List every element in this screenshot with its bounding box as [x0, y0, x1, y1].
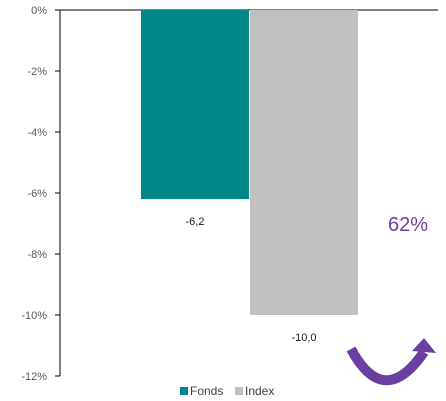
y-tick-label: -12% — [21, 371, 47, 383]
y-tick-label: -6% — [27, 188, 47, 200]
legend-label-index: Index — [245, 384, 274, 398]
data-label-fonds: -6,2 — [186, 216, 205, 228]
legend-label-fonds: Fonds — [190, 384, 223, 398]
bar-index — [250, 10, 358, 315]
data-label-index: -10,0 — [291, 332, 316, 344]
bars — [141, 10, 358, 315]
legend-swatch-index — [235, 387, 243, 395]
y-axis: 0% -2% -4% -6% -8% -10% -12% — [21, 5, 438, 383]
curved-arrow-icon — [346, 338, 436, 386]
y-tick-label: -10% — [21, 310, 47, 322]
bar-fonds — [141, 10, 249, 200]
y-tick-label: -2% — [27, 66, 47, 78]
annotation-text: 62% — [388, 214, 428, 236]
data-labels: -6,2 -10,0 — [186, 216, 317, 344]
y-tick-label: -4% — [27, 127, 47, 139]
legend: Fonds Index — [180, 384, 274, 398]
y-tick-label: 0% — [31, 5, 47, 17]
legend-swatch-fonds — [180, 387, 188, 395]
y-tick-label: -8% — [27, 249, 47, 261]
